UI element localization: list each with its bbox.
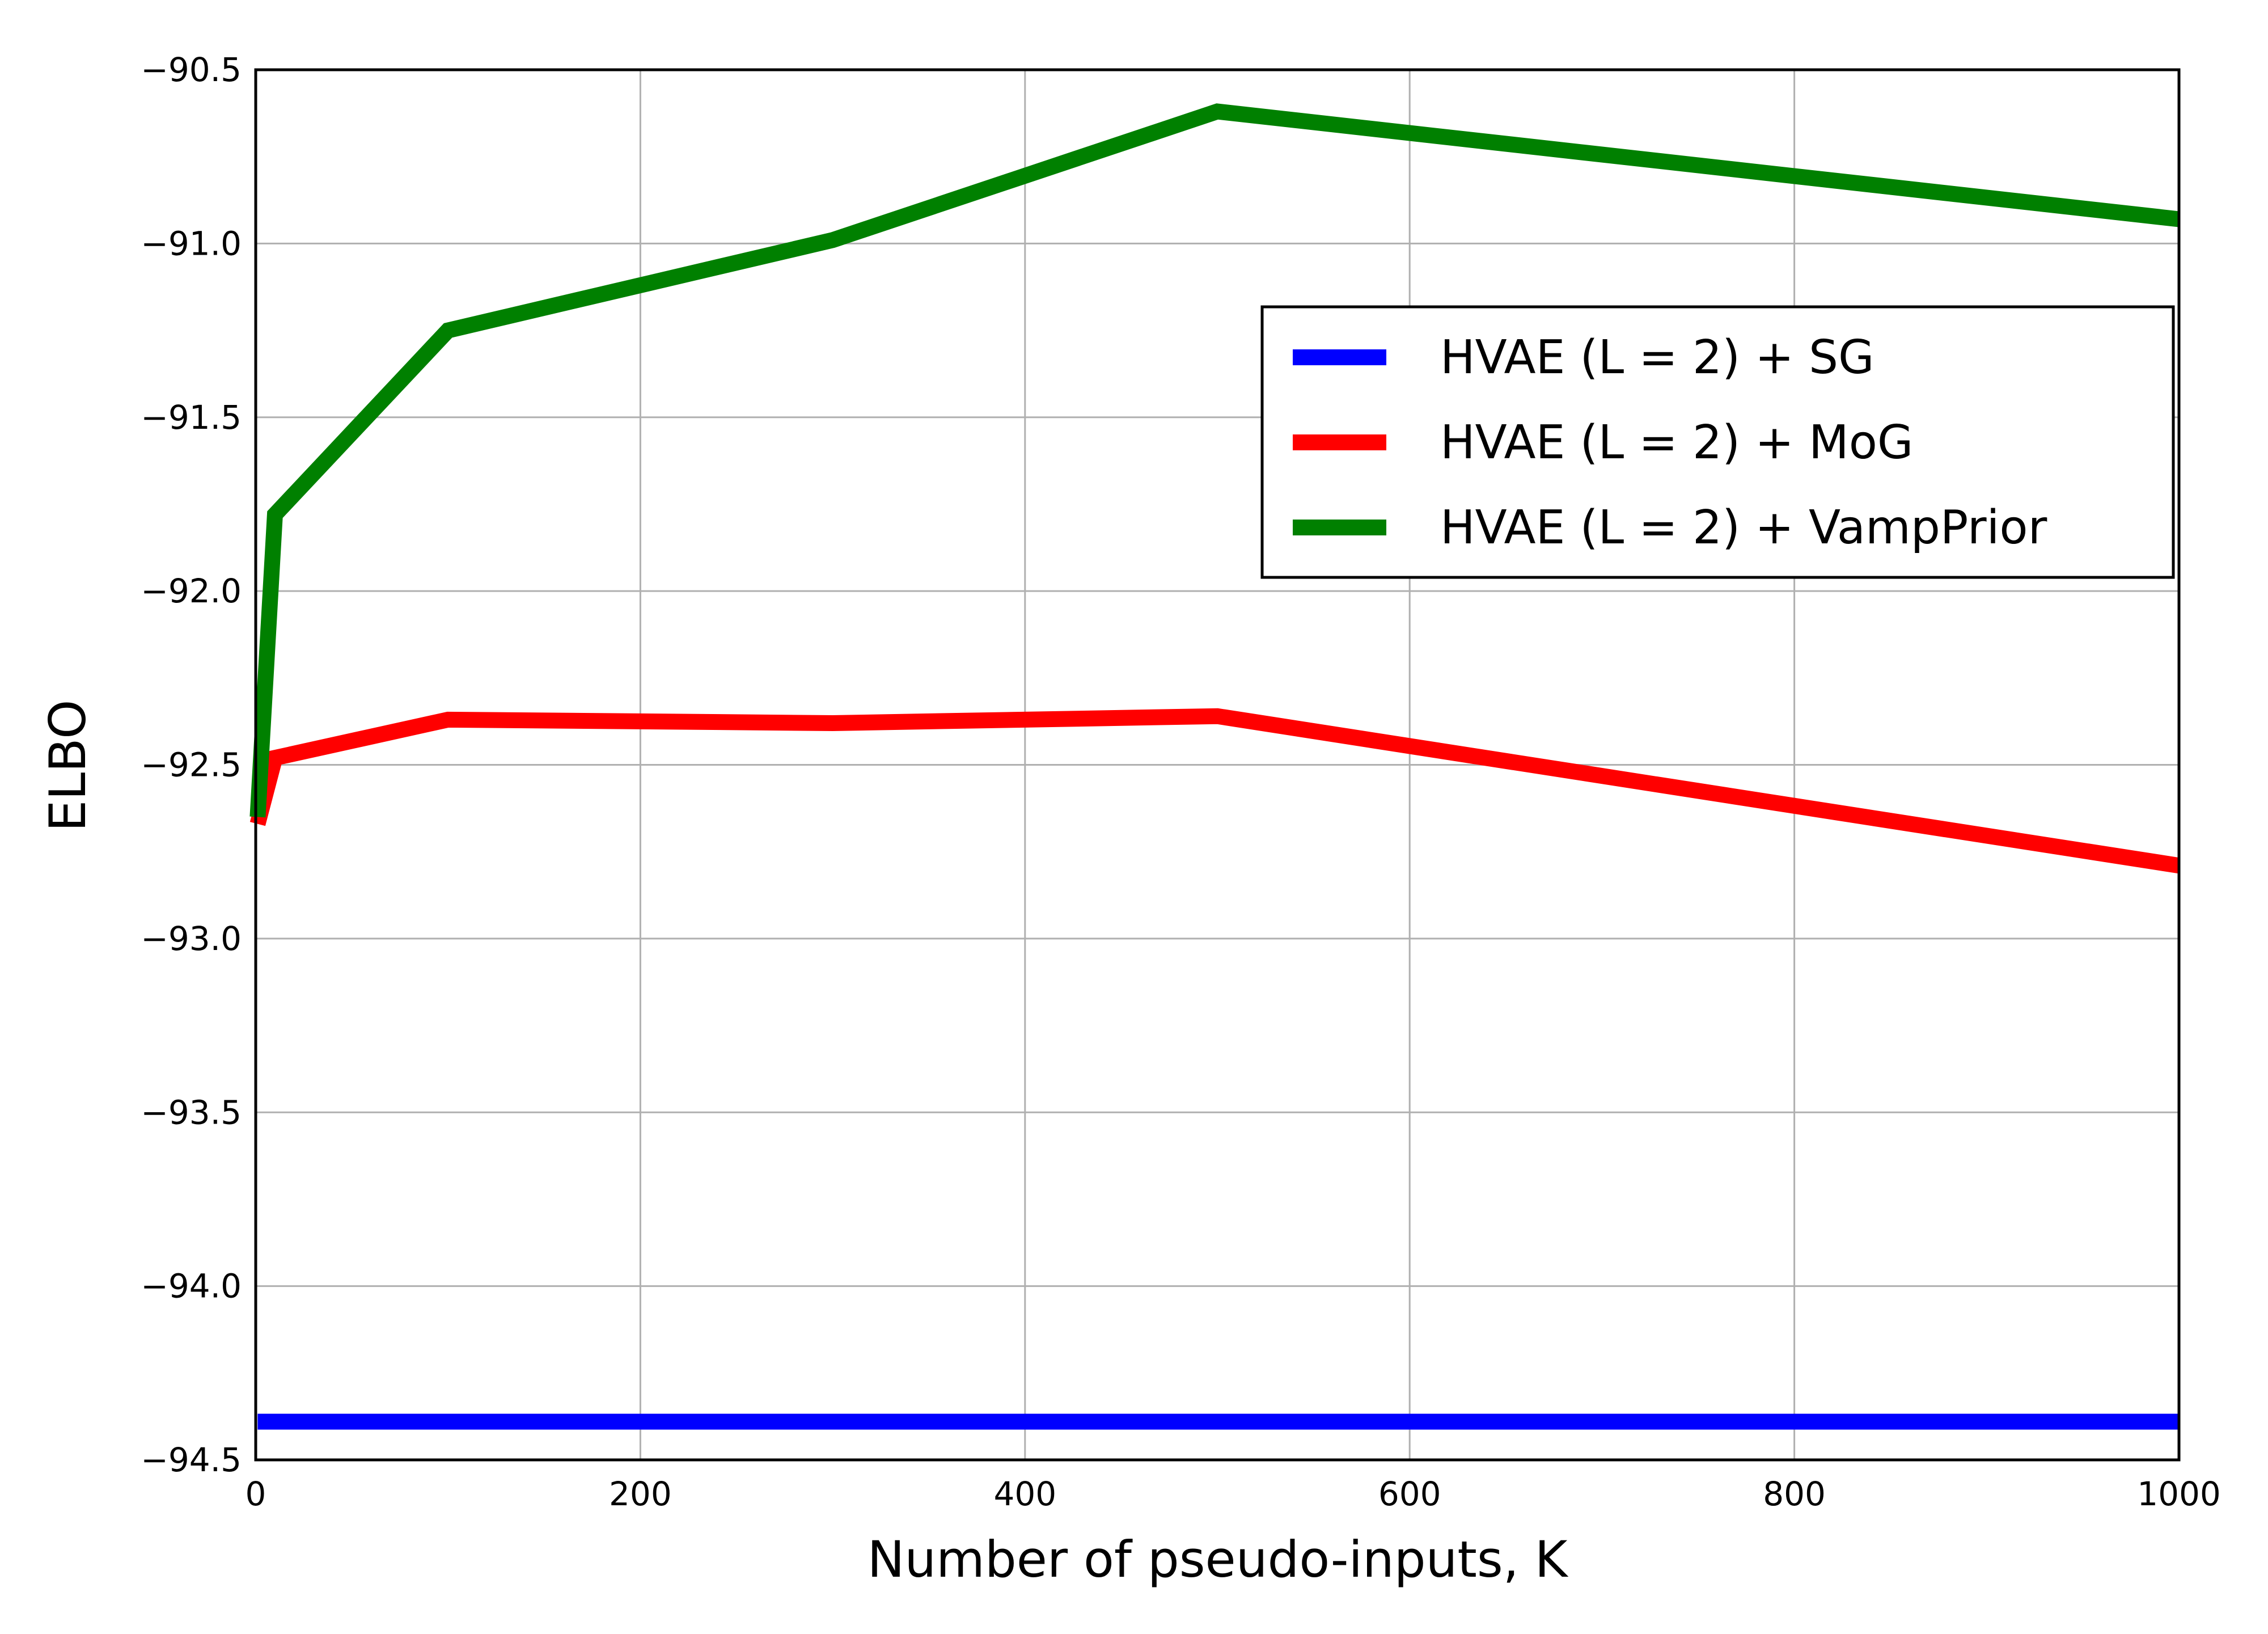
series-line-1: [249, 708, 2181, 874]
x-tick-label: 0: [246, 1475, 266, 1513]
tick-labels: 0 200 400 600 800 1000 −90.5 −91.0 −91.5 −92.0 −92…: [141, 50, 2221, 1513]
y-tick-label: −91.5: [141, 398, 242, 437]
x-tick-label: 600: [1378, 1475, 1441, 1513]
y-tick-label: −93.5: [141, 1093, 242, 1131]
x-tick-label: 200: [609, 1475, 672, 1513]
y-tick-label: −94.5: [141, 1441, 242, 1479]
legend-label: HVAE (L = 2) + VampPrior: [1440, 501, 2047, 555]
x-tick-label: 400: [993, 1475, 1056, 1513]
y-tick-label: −91.0: [141, 224, 242, 263]
series-lines: [249, 103, 2181, 1430]
legend-label: HVAE (L = 2) + SG: [1440, 331, 1875, 385]
x-tick-label: 800: [1763, 1475, 1826, 1513]
plot-frame: [254, 68, 2181, 1462]
legend-label: HVAE (L = 2) + MoG: [1440, 416, 1913, 470]
y-tick-label: −92.5: [141, 746, 242, 784]
y-tick-label: −94.0: [141, 1267, 242, 1306]
y-tick-label: −90.5: [141, 50, 242, 89]
y-tick-label: −92.0: [141, 572, 242, 610]
y-axis-label: ELBO: [39, 700, 97, 832]
x-axis-label: Number of pseudo-inputs, K: [868, 1530, 1569, 1589]
x-tick-label: 1000: [2137, 1475, 2221, 1513]
legend: HVAE (L = 2) + SG HVAE (L = 2) + MoG HVAE …: [1260, 305, 2175, 579]
series-line-2: [249, 103, 2180, 818]
y-tick-label: −93.0: [141, 919, 242, 958]
grid: [255, 69, 2180, 1461]
